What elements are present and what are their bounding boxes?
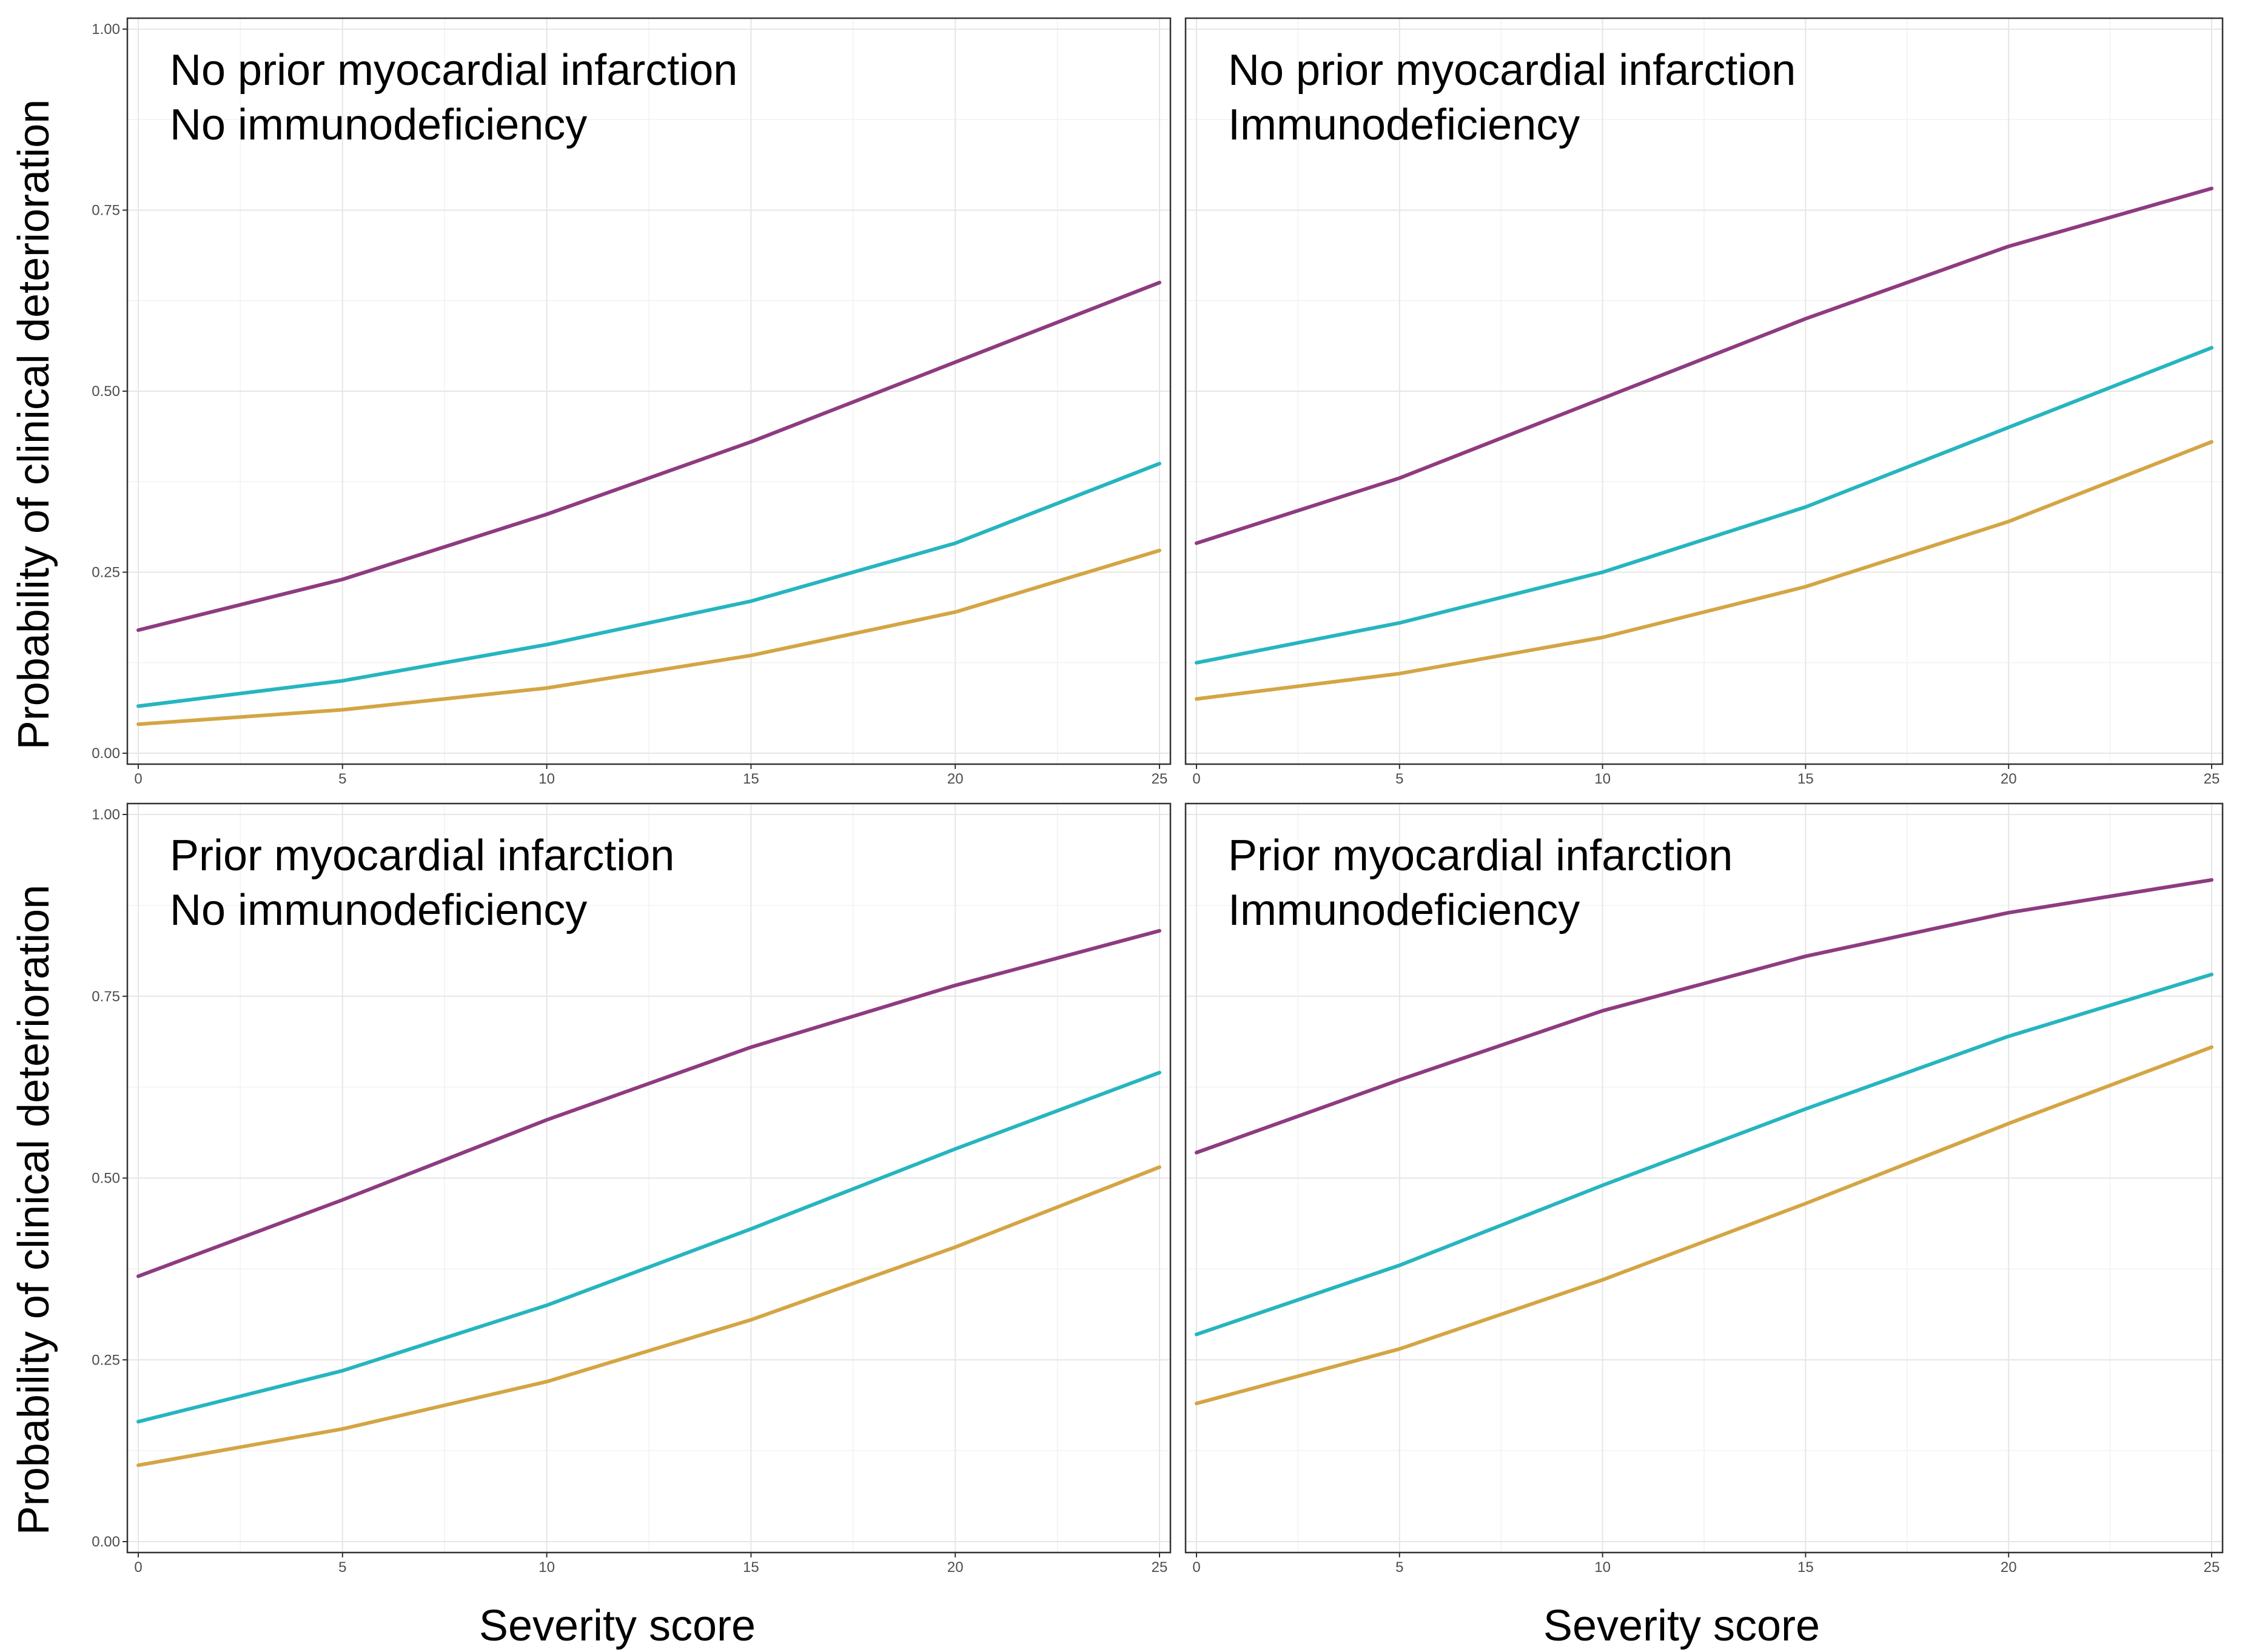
x-tick-label: 20 bbox=[947, 771, 964, 787]
y-tick-label: 1.00 bbox=[92, 807, 120, 823]
x-tick-label: 15 bbox=[1797, 1559, 1814, 1576]
panel-annotation-line: No immunodeficiency bbox=[170, 886, 587, 935]
y-tick-label: 0.00 bbox=[92, 1534, 120, 1550]
x-tick-label: 0 bbox=[1192, 1559, 1200, 1576]
x-tick-label: 20 bbox=[2001, 1559, 2017, 1576]
y-tick-label: 0.50 bbox=[92, 383, 120, 400]
panel-2: 0 5 10 15 20 25 No prior myocardial infarction… bbox=[1184, 17, 2224, 787]
series-line-gold bbox=[136, 1165, 1161, 1468]
y-tick-label: 0.25 bbox=[92, 1352, 120, 1368]
series-line-teal bbox=[1195, 972, 2213, 1337]
x-tick-label: 15 bbox=[1797, 771, 1814, 787]
x-axis-label-left: Severity score bbox=[479, 1602, 756, 1650]
x-tick-label: 10 bbox=[1594, 1559, 1611, 1576]
x-tick-label: 25 bbox=[2204, 771, 2220, 787]
panel-frame bbox=[1184, 17, 2224, 765]
panel-annotation-line: Prior myocardial infarction bbox=[170, 831, 674, 880]
y-tick-label: 0.00 bbox=[92, 745, 120, 762]
panel-annotation-line: Immunodeficiency bbox=[1228, 101, 1580, 149]
x-tick-label: 25 bbox=[1152, 1559, 1168, 1576]
panel-frame bbox=[1184, 802, 2224, 1554]
panel-annotation-line: No immunodeficiency bbox=[170, 101, 587, 149]
x-tick-label: 20 bbox=[2001, 771, 2017, 787]
panel-annotation-line: No prior myocardial infarction bbox=[170, 46, 737, 95]
x-tick-label: 0 bbox=[134, 1559, 142, 1576]
y-tick-label: 0.50 bbox=[92, 1170, 120, 1187]
x-tick-label: 0 bbox=[134, 771, 142, 787]
panel-annotation-line: No prior myocardial infarction bbox=[1228, 46, 1796, 95]
x-tick-label: 10 bbox=[1594, 771, 1611, 787]
y-tick-label: 0.25 bbox=[92, 565, 120, 581]
x-tick-label: 5 bbox=[338, 1559, 346, 1576]
panel-1: 0 5 10 15 20 25 0.00 0.25 0.50 0.75 1.00 No prior m… bbox=[92, 17, 1172, 787]
y-tick-label: 0.75 bbox=[92, 989, 120, 1005]
x-tick-label: 0 bbox=[1192, 771, 1200, 787]
x-tick-label: 5 bbox=[1395, 771, 1403, 787]
x-tick-label: 5 bbox=[1395, 1559, 1403, 1576]
x-tick-label: 25 bbox=[2204, 1559, 2220, 1576]
series-line-teal bbox=[1195, 346, 2213, 665]
x-tick-label: 15 bbox=[743, 1559, 759, 1576]
series-line-purple bbox=[136, 928, 1161, 1278]
series-line-gold bbox=[1195, 1045, 2213, 1406]
series-line-teal bbox=[136, 1070, 1161, 1424]
panel-annotation-line: Immunodeficiency bbox=[1228, 886, 1580, 935]
x-tick-label: 5 bbox=[338, 771, 346, 787]
x-axis-label-right: Severity score bbox=[1543, 1602, 1820, 1650]
x-tick-label: 10 bbox=[539, 771, 555, 787]
x-tick-label: 25 bbox=[1152, 771, 1168, 787]
y-axis-label-top: Probability of clinical deterioration bbox=[10, 99, 58, 750]
x-tick-label: 20 bbox=[947, 1559, 964, 1576]
series-line-gold bbox=[136, 548, 1161, 727]
x-tick-label: 10 bbox=[539, 1559, 555, 1576]
y-tick-label: 0.75 bbox=[92, 203, 120, 219]
y-tick-label: 1.00 bbox=[92, 21, 120, 38]
panel-3: 0 5 10 15 20 25 0.00 0.25 0.50 0.75 1.00 Prior myoc… bbox=[92, 802, 1172, 1576]
x-tick-label: 15 bbox=[743, 771, 759, 787]
series-line-teal bbox=[136, 462, 1161, 708]
series-line-purple bbox=[136, 280, 1161, 632]
series-line-purple bbox=[1195, 186, 2213, 545]
panel-annotation-line: Prior myocardial infarction bbox=[1228, 831, 1733, 880]
y-axis-label-bottom: Probability of clinical deterioration bbox=[10, 885, 58, 1536]
panel-4: 0 5 10 15 20 25 Prior myocardial infarction Imm… bbox=[1184, 802, 2224, 1576]
series-line-purple bbox=[1195, 878, 2213, 1155]
series-line-gold bbox=[1195, 440, 2213, 701]
